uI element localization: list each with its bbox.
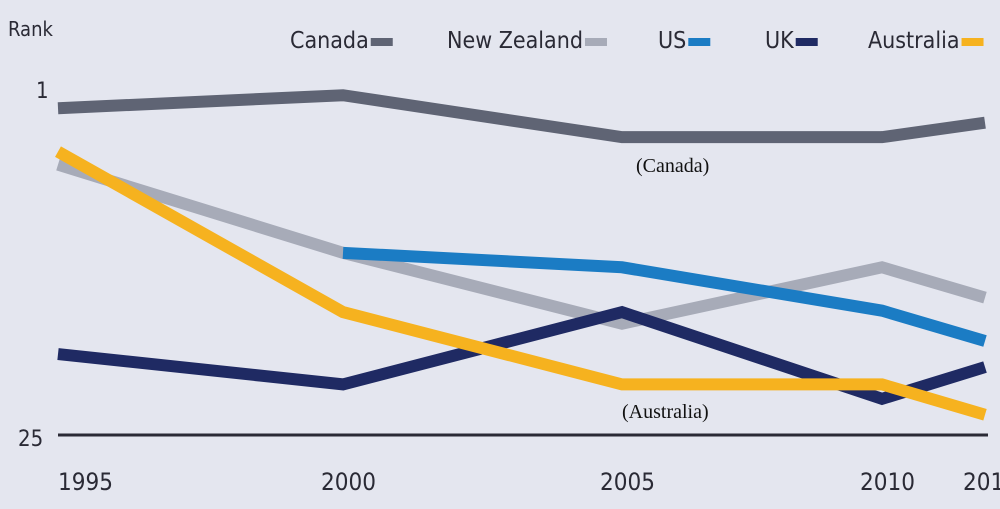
legend-swatch	[584, 38, 607, 46]
legend-item-new-zealand: New Zealand	[447, 28, 607, 54]
legend-item-canada: Canada	[290, 28, 393, 54]
legend-item-australia: Australia	[868, 28, 984, 54]
legend-swatch	[795, 38, 818, 46]
legend-label: US	[658, 28, 686, 54]
legend-label: Canada	[290, 28, 369, 54]
x-tick-2005: 2005	[600, 468, 655, 496]
series-line-australia	[55, 146, 987, 421]
legend-item-us: US	[658, 28, 711, 54]
series-line-us	[342, 246, 987, 347]
annotation-australia: (Australia)	[622, 401, 709, 423]
legend-label: New Zealand	[447, 28, 583, 54]
legend-swatch	[961, 38, 984, 46]
x-tick-2011: 2011	[963, 468, 1000, 496]
y-tick-1: 1	[36, 79, 49, 104]
series-line-canada	[57, 89, 986, 144]
y-axis-label: Rank	[8, 17, 53, 41]
y-tick-25: 25	[18, 427, 43, 452]
legend-swatch	[370, 38, 393, 46]
x-tick-2000: 2000	[321, 468, 376, 496]
legend-label: UK	[765, 28, 794, 54]
x-tick-1995: 1995	[58, 468, 113, 496]
annotation-canada: (Canada)	[636, 155, 709, 177]
legend-label: Australia	[868, 28, 960, 54]
legend-swatch	[688, 38, 711, 46]
x-tick-2010: 2010	[860, 468, 915, 496]
legend-item-uk: UK	[765, 28, 818, 54]
